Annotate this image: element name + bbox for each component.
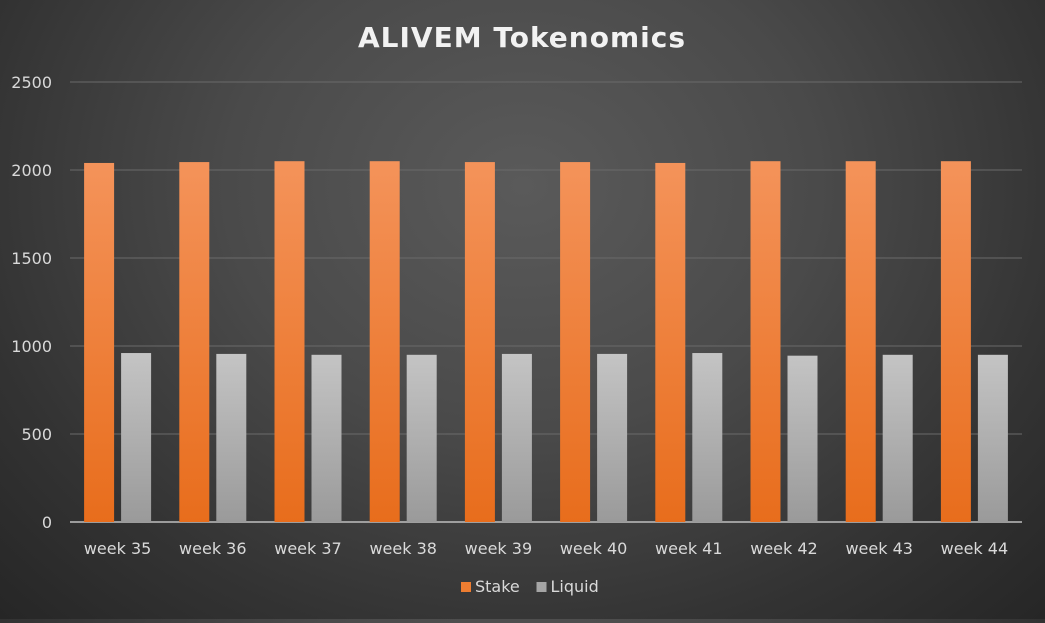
stake-bar bbox=[750, 161, 781, 522]
legend-swatch-liquid bbox=[536, 582, 547, 592]
legend: Stake Liquid bbox=[461, 577, 599, 596]
liquid-bar bbox=[597, 353, 628, 522]
stake-bar bbox=[464, 162, 495, 522]
liquid-bar bbox=[692, 353, 723, 522]
liquid-bar bbox=[216, 353, 247, 522]
y-tick-label: 0 bbox=[42, 513, 52, 532]
x-tick-label: week 41 bbox=[655, 539, 722, 558]
stake-bar bbox=[274, 161, 305, 522]
y-tick-label: 2000 bbox=[11, 161, 52, 180]
stake-bar bbox=[940, 161, 971, 522]
y-tick-label: 500 bbox=[21, 425, 52, 444]
liquid-bar bbox=[501, 353, 532, 522]
x-axis-tick-labels: week 35 week 36 week 37 week 38 week 39 week … bbox=[84, 539, 1008, 558]
liquid-bar bbox=[882, 354, 913, 522]
grid-layer bbox=[70, 81, 1022, 523]
y-axis-tick-labels: 0 500 1000 1500 2000 2500 bbox=[11, 73, 52, 532]
stake-bar bbox=[845, 161, 876, 522]
liquid-bar bbox=[977, 354, 1008, 522]
stake-bar bbox=[179, 162, 210, 522]
legend-swatch-stake bbox=[461, 582, 471, 592]
stake-bar bbox=[369, 161, 400, 522]
y-tick-label: 1000 bbox=[11, 337, 52, 356]
x-tick-label: week 39 bbox=[465, 539, 532, 558]
y-tick-label: 2500 bbox=[11, 73, 52, 92]
stake-bar bbox=[84, 162, 115, 522]
x-tick-label: week 44 bbox=[941, 539, 1008, 558]
liquid-bar bbox=[311, 354, 342, 522]
legend-label-liquid: Liquid bbox=[551, 577, 599, 596]
y-tick-label: 1500 bbox=[11, 249, 52, 268]
x-tick-label: week 40 bbox=[560, 539, 627, 558]
x-tick-label: week 38 bbox=[369, 539, 436, 558]
liquid-bar bbox=[406, 354, 437, 522]
chart-title: ALIVEM Tokenomics bbox=[358, 21, 686, 54]
bar-layer bbox=[84, 161, 1008, 522]
x-tick-label: week 36 bbox=[179, 539, 246, 558]
x-tick-label: week 42 bbox=[750, 539, 817, 558]
stake-bar bbox=[560, 162, 591, 522]
liquid-bar bbox=[121, 353, 152, 522]
x-tick-label: week 43 bbox=[845, 539, 912, 558]
x-tick-label: week 35 bbox=[84, 539, 151, 558]
legend-label-stake: Stake bbox=[475, 577, 520, 596]
x-tick-label: week 37 bbox=[274, 539, 341, 558]
stake-bar bbox=[655, 162, 686, 522]
liquid-bar bbox=[787, 355, 818, 522]
